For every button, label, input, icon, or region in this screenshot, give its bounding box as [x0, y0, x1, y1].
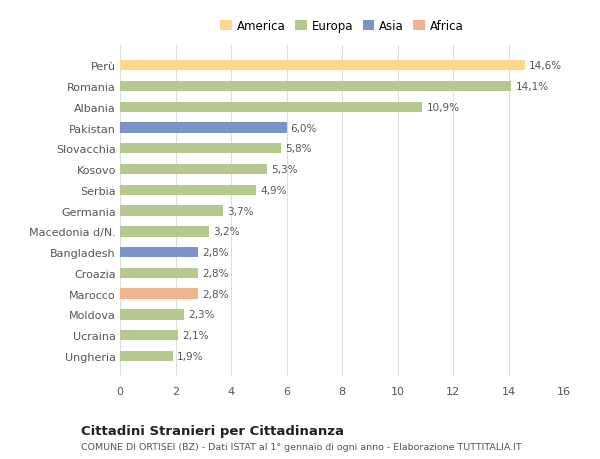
Text: 10,9%: 10,9% [427, 102, 460, 112]
Text: 2,8%: 2,8% [202, 247, 229, 257]
Bar [120, 247, 198, 258]
Bar [120, 82, 511, 92]
Bar [120, 185, 256, 196]
Text: 5,3%: 5,3% [271, 165, 298, 175]
Bar [120, 102, 422, 113]
Bar [120, 164, 267, 175]
Text: 14,1%: 14,1% [515, 82, 548, 92]
Text: 2,8%: 2,8% [202, 269, 229, 278]
Text: 5,8%: 5,8% [285, 144, 311, 154]
Text: 2,1%: 2,1% [182, 330, 209, 341]
Text: 2,3%: 2,3% [188, 310, 214, 320]
Bar [120, 123, 287, 134]
Text: 2,8%: 2,8% [202, 289, 229, 299]
Bar [120, 351, 173, 361]
Bar [120, 289, 198, 299]
Text: COMUNE DI ORTISEI (BZ) - Dati ISTAT al 1° gennaio di ogni anno - Elaborazione TU: COMUNE DI ORTISEI (BZ) - Dati ISTAT al 1… [81, 442, 522, 451]
Text: 3,2%: 3,2% [213, 227, 239, 237]
Bar [120, 330, 178, 341]
Text: 4,9%: 4,9% [260, 185, 287, 196]
Text: 6,0%: 6,0% [290, 123, 317, 133]
Bar [120, 227, 209, 237]
Bar [120, 268, 198, 279]
Text: Cittadini Stranieri per Cittadinanza: Cittadini Stranieri per Cittadinanza [81, 425, 344, 437]
Legend: America, Europa, Asia, Africa: America, Europa, Asia, Africa [215, 16, 469, 38]
Bar [120, 61, 525, 71]
Bar [120, 144, 281, 154]
Text: 3,7%: 3,7% [227, 206, 253, 216]
Text: 14,6%: 14,6% [529, 61, 562, 71]
Text: 1,9%: 1,9% [177, 351, 203, 361]
Bar [120, 309, 184, 320]
Bar [120, 206, 223, 216]
